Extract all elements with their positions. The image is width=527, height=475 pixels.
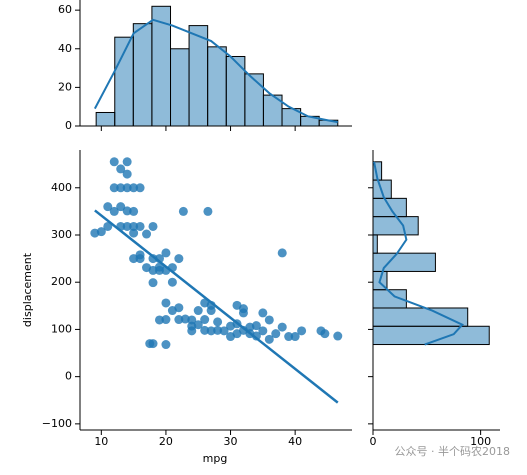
point	[277, 322, 287, 332]
point	[264, 334, 274, 344]
y-tick-label: 300	[51, 228, 72, 241]
bar	[372, 234, 378, 254]
point	[206, 326, 216, 336]
bar	[132, 23, 153, 127]
point	[320, 329, 330, 339]
y-axis-label: displacement	[21, 252, 34, 327]
point	[174, 315, 184, 325]
y-tick-label: 20	[58, 80, 72, 93]
point	[129, 206, 139, 216]
point	[271, 329, 281, 339]
point	[109, 157, 119, 167]
point	[213, 325, 223, 335]
bar	[95, 111, 116, 127]
point	[129, 221, 139, 231]
bar	[372, 179, 392, 199]
point	[116, 202, 126, 212]
point	[178, 206, 188, 216]
point	[122, 169, 132, 179]
point	[148, 339, 158, 349]
point	[135, 183, 145, 193]
point	[154, 315, 164, 325]
y-tick-label: 200	[51, 275, 72, 288]
bar	[188, 25, 209, 127]
x-tick-label: 20	[159, 435, 173, 448]
point	[148, 278, 158, 288]
point	[135, 250, 145, 260]
point	[116, 164, 126, 174]
point	[103, 202, 113, 212]
point	[193, 306, 203, 316]
point	[154, 265, 164, 275]
x-tick-label: 30	[224, 435, 238, 448]
point	[148, 221, 158, 231]
point	[297, 326, 307, 336]
point	[251, 331, 261, 341]
point	[213, 317, 223, 327]
point	[103, 221, 113, 231]
point	[200, 325, 210, 335]
point	[167, 277, 177, 287]
bar	[170, 48, 190, 127]
y-tick-label: 40	[58, 42, 72, 55]
point	[148, 254, 158, 264]
x-axis-label: mpg	[203, 452, 228, 465]
y-tick-label: 0	[65, 119, 72, 132]
point	[122, 183, 132, 193]
point	[219, 326, 229, 336]
bar	[372, 307, 469, 327]
x-tick-label: 0	[370, 435, 377, 448]
x-tick-label: 40	[288, 435, 302, 448]
point	[258, 326, 268, 336]
point	[122, 221, 132, 231]
bar	[207, 46, 227, 127]
point	[238, 304, 248, 314]
point	[333, 331, 343, 341]
point	[161, 248, 171, 258]
bar	[372, 289, 407, 309]
point	[109, 183, 119, 193]
kde-line	[93, 18, 338, 124]
point	[116, 183, 126, 193]
point	[203, 206, 213, 216]
point	[122, 157, 132, 167]
y-tick-label: 400	[51, 181, 72, 194]
point	[129, 183, 139, 193]
y-tick-label: 0	[65, 370, 72, 383]
point	[277, 248, 287, 258]
x-tick-label: 10	[94, 435, 108, 448]
point	[96, 227, 106, 237]
point	[187, 326, 197, 336]
point	[258, 308, 268, 318]
y-tick-label: −100	[42, 417, 72, 430]
point	[174, 254, 184, 264]
y-tick-label: 100	[51, 322, 72, 335]
bar	[244, 73, 264, 127]
point	[193, 320, 203, 330]
point	[284, 332, 294, 342]
point	[142, 229, 152, 239]
point	[251, 321, 261, 331]
bar	[372, 216, 419, 236]
kde-line	[373, 161, 464, 346]
point	[135, 221, 145, 231]
point	[122, 206, 132, 216]
watermark: 公众号 · 半个码农2018	[395, 444, 510, 458]
point	[161, 340, 171, 350]
y-tick-label: 60	[58, 3, 72, 16]
point	[109, 206, 119, 216]
x-tick-label: 100	[470, 435, 491, 448]
regression-line	[94, 209, 339, 404]
point	[161, 298, 171, 308]
point	[290, 332, 300, 342]
point	[161, 315, 171, 325]
point	[129, 228, 139, 238]
point	[200, 315, 210, 325]
point	[174, 303, 184, 313]
bar	[372, 252, 436, 272]
point	[264, 315, 274, 325]
